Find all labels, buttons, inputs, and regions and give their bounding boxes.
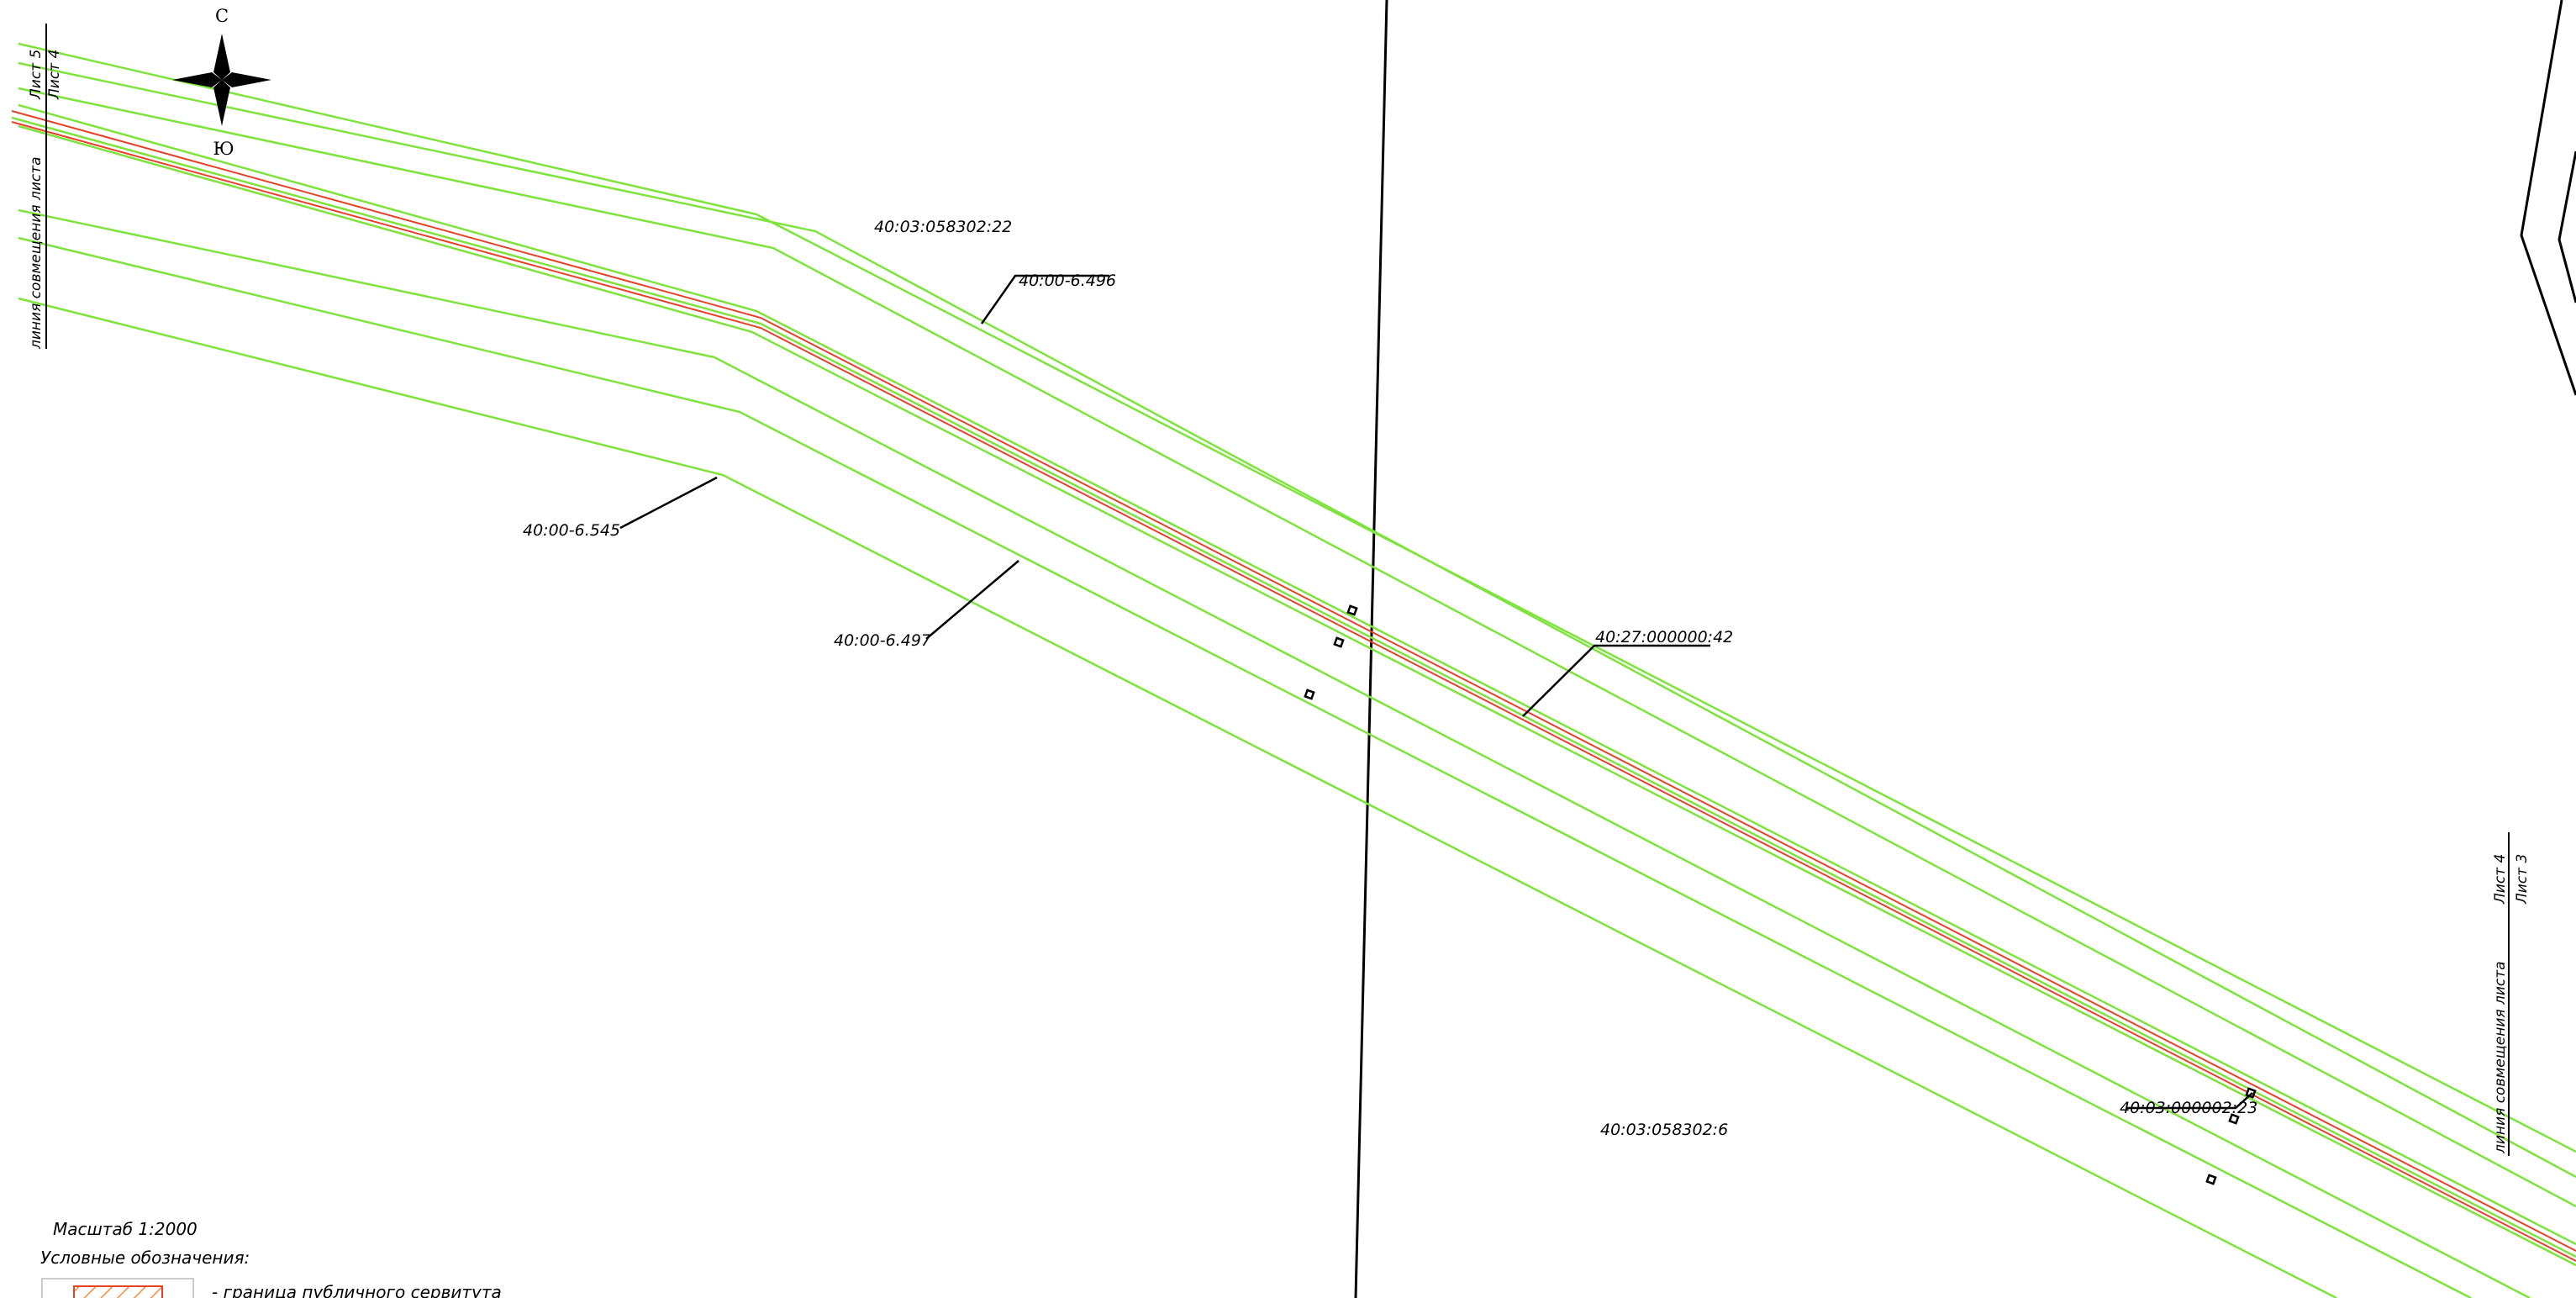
scale-label: Масштаб 1:2000 [53, 1219, 198, 1239]
zone-line-5 [11, 116, 2576, 1258]
parcel-label: 40:00-6.545 [523, 521, 620, 540]
survey-marker [1304, 689, 1315, 700]
sheet-joint-right-upper: Лист 4 [2492, 854, 2509, 905]
survey-markers [1304, 604, 2257, 1185]
legend-servitude-label: - граница публичного сервитута [212, 1282, 502, 1298]
sheet-joint-right-lower: Лист 3 [2514, 854, 2531, 905]
sheet-joint-left-caption: линия совмещения листа [28, 156, 45, 350]
legend: Масштаб 1:2000 Условные обозначения: - г… [40, 1219, 502, 1298]
sheet-joint-left: Лист 5 Лист 4 линия совмещения листа [28, 24, 63, 350]
compass-north-label: С [215, 6, 229, 26]
parcel-labels: 40:03:058302:22 40:00-6.496 40:00-6.545 … [523, 218, 2257, 1139]
sheet-joint-left-upper: Лист 5 [28, 50, 45, 100]
parcel-label: 40:00-6.497 [834, 631, 931, 650]
zone-line-2 [18, 61, 2576, 1179]
right-boundary-line-2 [2558, 150, 2576, 303]
zone-line-6 [18, 124, 2576, 1267]
sheet-joint-right-caption: линия совмещения листа [2492, 961, 2509, 1154]
zone-line-3 [18, 87, 2576, 1208]
zone-line-8 [18, 236, 2472, 1298]
survey-marker [1346, 604, 1358, 616]
zone-line-9 [18, 297, 2337, 1298]
boundary-lines [1354, 0, 2576, 1298]
leader-lines [619, 274, 2253, 1110]
zone-line-4 [18, 103, 2576, 1246]
servitude-lines [11, 110, 2576, 1262]
parcel-label: 40:03:058302:22 [874, 218, 1012, 236]
sheet-joint-left-lower: Лист 4 [46, 50, 63, 100]
servitude-line-lower [11, 121, 2576, 1262]
zone-lines [11, 42, 2576, 1298]
parcel-label: 40:27:000000:42 [1595, 628, 1733, 646]
zone-line-7 [18, 208, 2531, 1298]
parcel-label: 40:00-6.496 [1019, 272, 1116, 290]
compass-rose-icon: С Ю [172, 6, 271, 159]
parcel-label: 40:03:058302:6 [1600, 1121, 1728, 1139]
survey-marker [2205, 1174, 2217, 1185]
right-boundary-line [2520, 0, 2576, 396]
survey-marker [1333, 636, 1345, 648]
zone-line-1 [18, 42, 2576, 1153]
survey-marker [2228, 1113, 2240, 1125]
compass-south-label: Ю [213, 139, 234, 159]
legend-servitude-hatch [73, 1285, 163, 1298]
servitude-line-upper [11, 110, 2576, 1252]
sheet-joint-right: Лист 4 Лист 3 линия совмещения листа [2492, 832, 2531, 1156]
legend-title: Условные обозначения: [40, 1248, 250, 1268]
parcel-label: 40:03:000002:23 [2120, 1099, 2257, 1117]
